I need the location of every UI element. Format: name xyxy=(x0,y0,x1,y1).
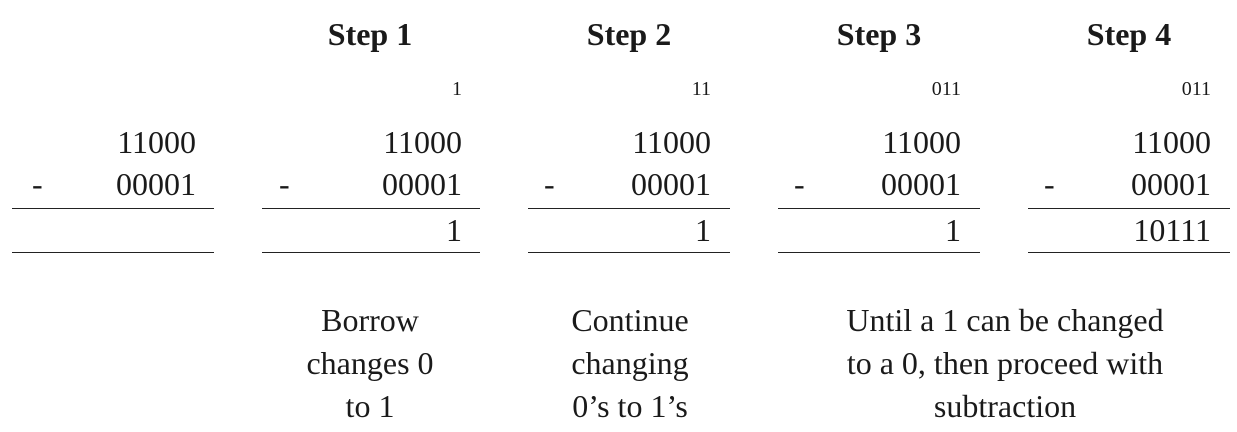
result-underline xyxy=(778,252,980,253)
minus-sign: - xyxy=(32,166,43,202)
minus-sign: - xyxy=(794,166,805,202)
sum-line xyxy=(528,208,730,209)
subtrahend: 00001 xyxy=(382,166,462,202)
note-line: Borrow xyxy=(321,302,419,338)
subtrahend: 00001 xyxy=(631,166,711,202)
borrow-digits: 11 xyxy=(691,78,711,100)
step-2-note: Continue changing 0’s to 1’s xyxy=(510,299,750,428)
minus-sign: - xyxy=(544,166,555,202)
note-line: Continue xyxy=(571,302,689,338)
minus-sign: - xyxy=(279,166,290,202)
minuend: 11000 xyxy=(632,124,711,160)
borrow-digits: 011 xyxy=(931,78,961,100)
note-line: to a 0, then proceed with xyxy=(846,345,1164,381)
result-underline xyxy=(12,252,214,253)
subtrahend: 00001 xyxy=(1131,166,1211,202)
sum-line xyxy=(12,208,214,209)
result: 10111 xyxy=(1133,212,1211,248)
step-3-4-note: Until a 1 can be changed to a 0, then pr… xyxy=(780,299,1230,428)
result: 1 xyxy=(446,212,462,248)
note-line: subtraction xyxy=(933,388,1077,424)
note-line: 0’s to 1’s xyxy=(572,388,688,424)
result: 1 xyxy=(945,212,961,248)
note-line: changing xyxy=(571,345,689,381)
subtrahend: 00001 xyxy=(881,166,961,202)
borrow-digits: 011 xyxy=(1181,78,1211,100)
sum-line xyxy=(1028,208,1230,209)
result: 1 xyxy=(695,212,711,248)
step-1-note: Borrow changes 0 to 1 xyxy=(250,299,490,428)
step-2-title: Step 2 xyxy=(586,16,672,52)
step-4-title: Step 4 xyxy=(1086,16,1172,52)
sum-line xyxy=(262,208,480,209)
minuend: 11000 xyxy=(1132,124,1211,160)
minuend: 11000 xyxy=(117,124,196,160)
result-underline xyxy=(528,252,730,253)
result-underline xyxy=(262,252,480,253)
minuend: 11000 xyxy=(383,124,462,160)
borrow-digits: 1 xyxy=(452,78,462,100)
note-line: changes 0 xyxy=(306,345,434,381)
note-line: Until a 1 can be changed xyxy=(846,302,1164,338)
subtrahend: 00001 xyxy=(116,166,196,202)
result-underline xyxy=(1028,252,1230,253)
minus-sign: - xyxy=(1044,166,1055,202)
note-line: to 1 xyxy=(345,388,395,424)
step-3-title: Step 3 xyxy=(836,16,922,52)
sum-line xyxy=(778,208,980,209)
minuend: 11000 xyxy=(882,124,961,160)
step-1-title: Step 1 xyxy=(327,16,413,52)
